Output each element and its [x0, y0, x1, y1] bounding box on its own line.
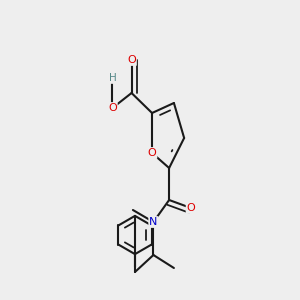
Text: O: O	[127, 55, 136, 65]
Text: H: H	[109, 73, 116, 83]
Text: O: O	[187, 203, 195, 213]
Text: O: O	[108, 103, 117, 113]
Text: O: O	[148, 148, 156, 158]
Text: N: N	[149, 217, 158, 227]
